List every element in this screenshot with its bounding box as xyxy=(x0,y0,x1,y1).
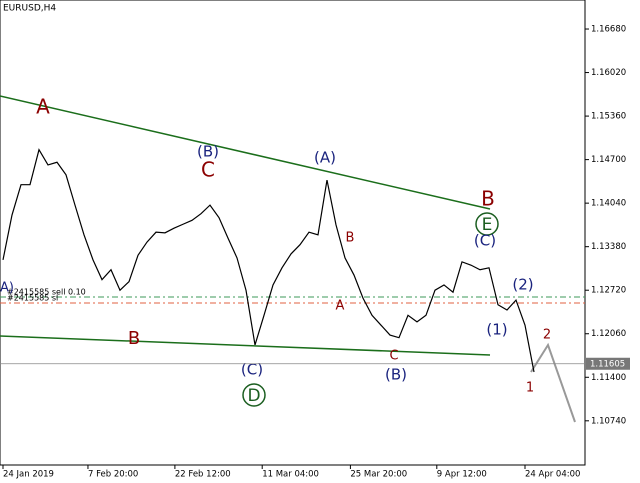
wave-circle xyxy=(475,212,499,236)
wave-label: (C) xyxy=(474,232,496,250)
x-tick-label: 24 Jan 2019 xyxy=(3,470,54,480)
wave-label: C xyxy=(389,349,398,364)
wave-label: A) xyxy=(0,281,14,296)
wave-label: B xyxy=(481,187,495,211)
price-label: 1.11605 xyxy=(590,359,625,369)
y-tick-label: 1.10740 xyxy=(591,416,626,426)
y-tick-label: 1.11400 xyxy=(591,373,626,383)
forecast-path xyxy=(530,342,576,423)
wave-label: (B) xyxy=(385,366,407,384)
wave-label: (2) xyxy=(512,276,533,294)
wave-label: B xyxy=(346,231,355,246)
x-tick-label: 24 Apr 04:00 xyxy=(525,470,580,480)
wave-label: (C) xyxy=(241,361,263,379)
x-tick-label: 11 Mar 04:00 xyxy=(262,470,319,480)
plot-frame xyxy=(0,0,586,466)
trend-line xyxy=(0,95,491,210)
wave-label: (B) xyxy=(197,143,219,161)
price-line-series xyxy=(2,148,535,373)
wave-label: A xyxy=(336,299,345,314)
order-label: #2415585 sell 0.10 xyxy=(7,288,86,297)
y-tick-label: 1.16020 xyxy=(591,68,626,78)
trend-line xyxy=(0,335,491,356)
wave-label: A xyxy=(36,95,50,119)
wave-circle xyxy=(242,383,266,407)
y-tick-label: 1.14040 xyxy=(591,199,626,209)
wave-label: E xyxy=(482,215,493,235)
chart-title: EURUSD,H4 xyxy=(3,4,56,14)
wave-label: (1) xyxy=(486,321,507,339)
order-label: #2415585 sl xyxy=(7,294,58,303)
wave-label: C xyxy=(201,158,215,182)
y-tick-label: 1.12720 xyxy=(591,286,626,296)
wave-label: D xyxy=(247,386,260,406)
x-tick-label: 7 Feb 20:00 xyxy=(88,470,138,480)
x-tick-label: 9 Apr 12:00 xyxy=(437,470,487,480)
wave-label: 1 xyxy=(526,381,534,396)
wave-label: B xyxy=(128,328,140,349)
wave-label: (A) xyxy=(314,149,336,167)
y-tick-label: 1.13380 xyxy=(591,242,626,252)
wave-label: 2 xyxy=(543,328,551,343)
price-box xyxy=(586,357,630,370)
x-tick-label: 22 Feb 12:00 xyxy=(175,470,231,480)
y-tick-label: 1.12060 xyxy=(591,329,626,339)
y-tick-label: 1.14700 xyxy=(591,155,626,165)
y-tick-label: 1.16680 xyxy=(591,25,626,35)
y-tick-label: 1.15360 xyxy=(591,112,626,122)
x-tick-label: 25 Mar 20:00 xyxy=(350,470,407,480)
